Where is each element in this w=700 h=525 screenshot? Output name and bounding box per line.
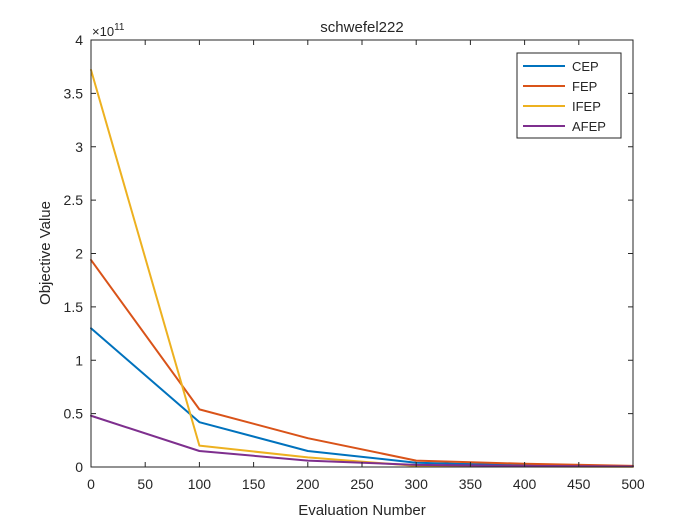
y-tick-label: 2	[75, 246, 83, 262]
x-axis-ticks: 0 50 100 150 200 250 300 350 400 450 500	[87, 40, 645, 492]
y-tick-label: 0.5	[64, 406, 84, 422]
y-tick-label: 2.5	[64, 192, 84, 208]
legend-label-afep: AFEP	[572, 119, 606, 134]
x-tick-label: 200	[296, 476, 320, 492]
x-tick-label: 0	[87, 476, 95, 492]
y-axis-label: Objective Value	[37, 201, 54, 305]
y-tick-label: 3.5	[64, 85, 84, 101]
y-tick-label: 3	[75, 139, 83, 155]
x-tick-label: 400	[513, 476, 537, 492]
x-tick-label: 250	[350, 476, 374, 492]
legend-label-cep: CEP	[572, 59, 599, 74]
x-tick-label: 150	[242, 476, 266, 492]
legend-label-fep: FEP	[572, 79, 597, 94]
x-tick-label: 100	[188, 476, 212, 492]
x-tick-label: 500	[621, 476, 645, 492]
y-tick-label: 4	[75, 32, 83, 48]
y-axis-exponent: ×1011	[92, 22, 125, 39]
legend: CEP FEP IFEP AFEP	[516, 52, 622, 139]
chart-title: schwefel222	[320, 19, 403, 36]
y-exponent-power: 11	[114, 22, 125, 33]
y-exponent-base: ×10	[92, 24, 114, 39]
x-tick-label: 350	[459, 476, 483, 492]
y-tick-label: 1	[75, 352, 83, 368]
x-axis-label: Evaluation Number	[298, 502, 426, 519]
legend-label-ifep: IFEP	[572, 99, 601, 114]
legend-box	[516, 52, 622, 139]
y-tick-label: 1.5	[64, 299, 84, 315]
x-tick-label: 450	[567, 476, 591, 492]
y-axis-ticks: 0 0.5 1 1.5 2 2.5 3 3.5 4	[64, 32, 633, 475]
x-tick-label: 300	[405, 476, 429, 492]
x-tick-label: 50	[137, 476, 153, 492]
y-tick-label: 0	[75, 459, 83, 475]
